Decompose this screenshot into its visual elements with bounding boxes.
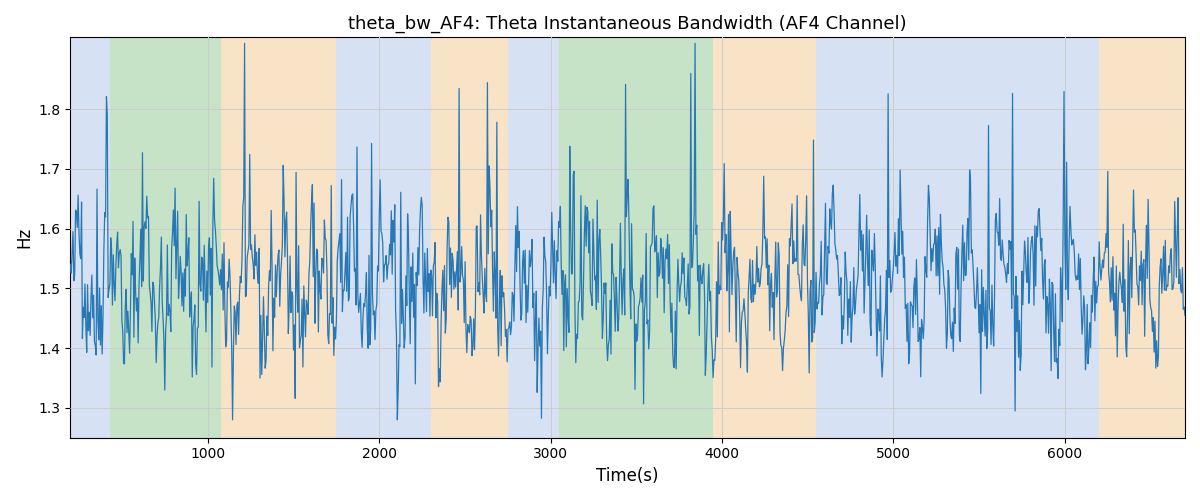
X-axis label: Time(s): Time(s)	[596, 467, 659, 485]
Title: theta_bw_AF4: Theta Instantaneous Bandwidth (AF4 Channel): theta_bw_AF4: Theta Instantaneous Bandwi…	[348, 15, 907, 34]
Bar	[110, 38, 221, 438]
Bar	[508, 38, 559, 438]
Bar	[1099, 38, 1186, 438]
Y-axis label: Hz: Hz	[14, 227, 32, 248]
Bar	[336, 38, 431, 438]
Bar	[714, 38, 816, 438]
Bar	[816, 38, 1099, 438]
Bar	[431, 38, 508, 438]
Bar	[559, 38, 714, 438]
Bar	[221, 38, 336, 438]
Bar	[71, 38, 110, 438]
